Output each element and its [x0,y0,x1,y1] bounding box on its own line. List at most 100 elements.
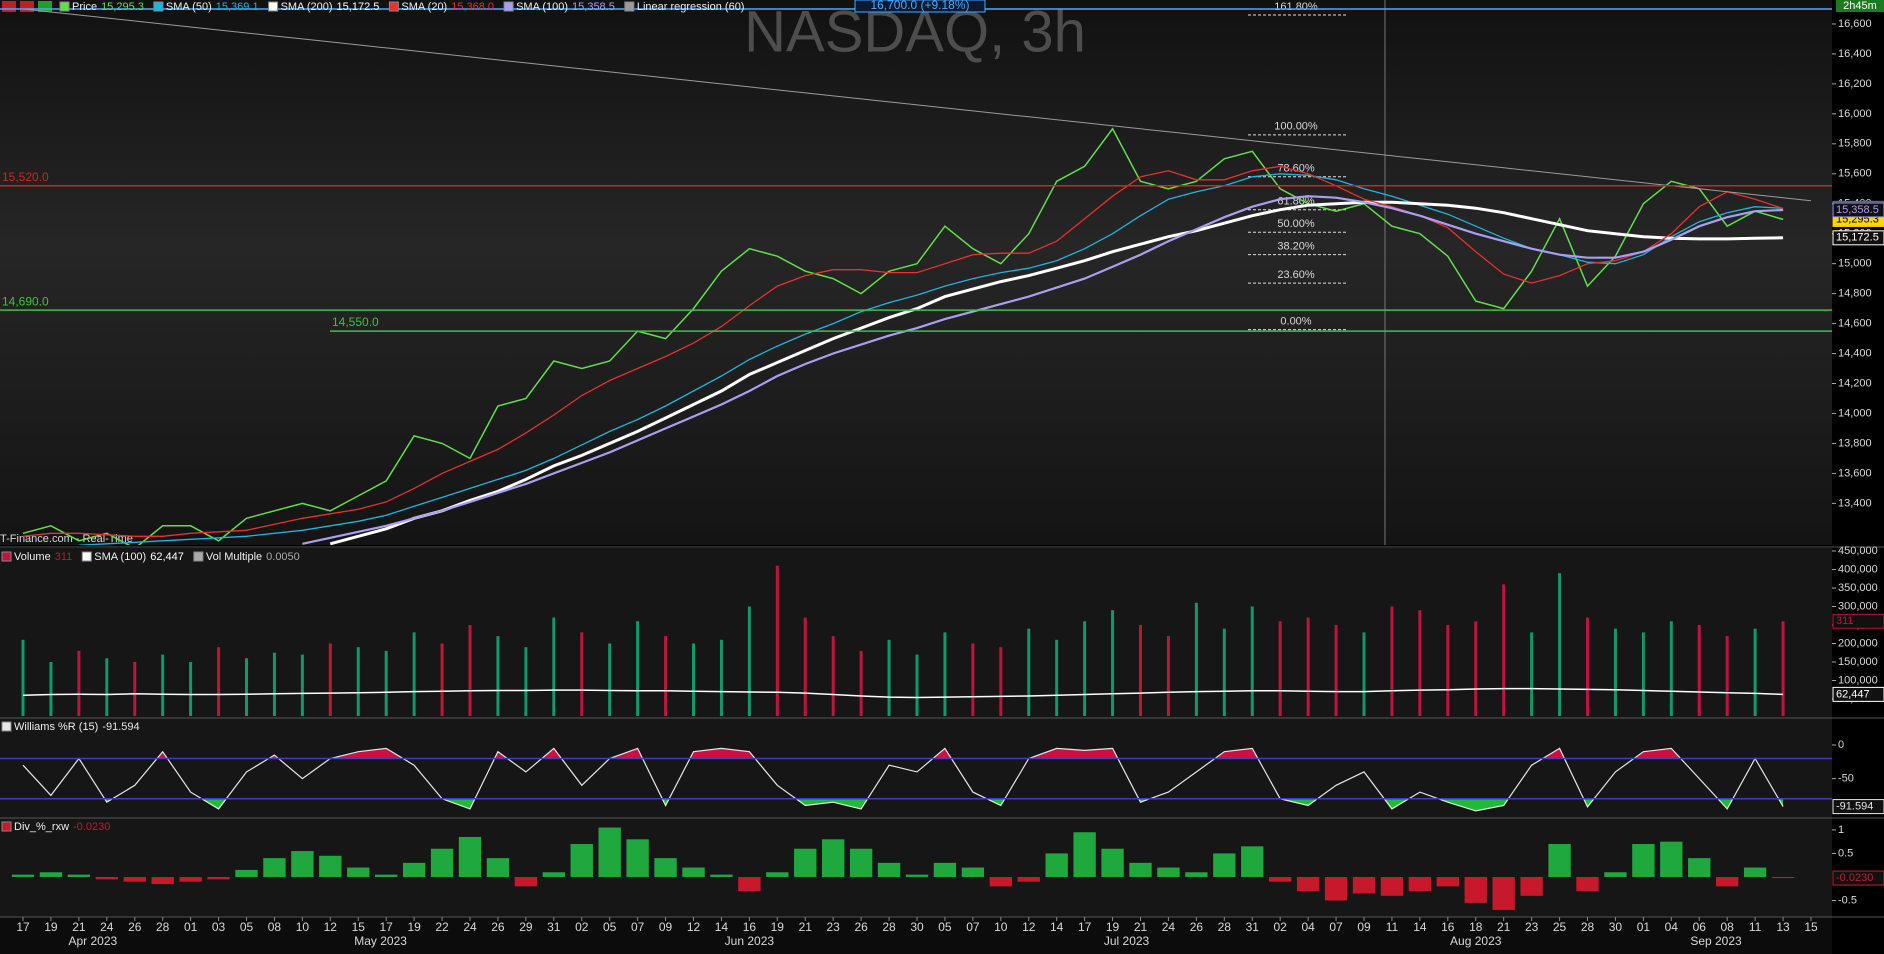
bar [1194,602,1198,716]
bar [831,636,835,716]
bar [67,874,91,877]
x-tick-label: 28 [1581,920,1595,934]
bar [1352,876,1376,894]
legend-value: 15,172.5 [337,1,380,13]
value-tag-label: 62,447 [1836,688,1870,700]
x-tick-label: 31 [547,920,561,934]
y-tick-label: 100,000 [1838,674,1878,686]
y-tick-label: 450,000 [1838,545,1878,557]
bar [1157,867,1180,877]
series-line [22,747,1784,812]
bar [710,874,733,877]
bar [1660,841,1683,877]
bar [1129,862,1152,877]
bar [1641,632,1645,716]
x-tick-label: 26 [1190,920,1204,934]
value-tag [1832,799,1884,815]
pane-3 [11,827,1795,910]
bar [933,862,957,877]
bar [1586,617,1589,716]
x-tick-label: 11 [1386,920,1399,934]
bar [542,872,565,877]
bar [1781,621,1785,716]
bar [1558,573,1562,716]
y-tick-label: 16,200 [1838,78,1872,90]
y-tick-label: 350,000 [1838,582,1878,594]
level-label: 14,550.0 [332,315,379,329]
bar [747,606,751,716]
bar [1669,621,1673,716]
bar [21,639,25,716]
x-tick-label: 24 [100,920,114,934]
x-tick-label: 04 [1301,920,1315,934]
timer: 2h45m [1843,0,1877,12]
bar [486,858,510,877]
x-tick-label: 12 [687,920,701,934]
y-tick-label: 300,000 [1838,600,1878,612]
legend-value: 15,358.5 [572,1,615,13]
bar [123,876,146,882]
bar [1613,628,1617,716]
bar [1464,876,1487,903]
legend-swatch [1,551,12,562]
x-tick-label: 06 [1693,920,1707,934]
x-tick-label: 19 [771,920,785,934]
bar [1083,621,1087,716]
bar [263,858,286,877]
bar [319,855,342,877]
bar [803,617,807,716]
button[interactable] [2,1,16,12]
x-tick-label: 31 [1246,920,1260,934]
bar [1418,610,1422,716]
bar [1576,876,1599,892]
bar [692,643,695,716]
bar [1027,628,1031,716]
x-tick-label: 21 [799,920,813,934]
bar [291,851,314,877]
bar [458,836,482,877]
bar [1408,876,1432,892]
level-label: 15,520.0 [2,170,49,184]
x-tick-label: 21 [1134,920,1148,934]
button[interactable] [38,1,52,12]
x-tick-label: 18 [1469,920,1483,934]
bar [1548,844,1571,877]
value-tag-label: 15,358.5 [1836,204,1879,216]
bar [77,650,81,716]
level-label: 14,690.0 [2,294,49,308]
bar [775,565,779,716]
x-tick-label: 24 [463,920,477,934]
y-tick-label: 1 [1838,824,1844,836]
fib-label: 23.60% [1277,269,1315,281]
x-tick-label: 12 [324,920,338,934]
bar [161,654,165,716]
series-line [22,8,1812,202]
x-tick-label: 26 [491,920,505,934]
button[interactable] [20,1,34,12]
bar [496,636,500,716]
legend-swatch [268,1,279,12]
x-tick-label: 29 [519,920,533,934]
value-tag [1832,613,1884,629]
bar [915,654,919,716]
y-tick-label: -50 [1838,773,1854,785]
y-tick-label: 14,400 [1838,347,1872,359]
x-tick-label: 01 [184,920,198,934]
bar [849,848,873,877]
bar [11,874,35,877]
x-tick-label: 07 [631,920,645,934]
x-tick-label: 16 [743,920,757,934]
bar [133,661,137,716]
x-tick-label: 23 [827,920,841,934]
series-line [22,127,1784,545]
y-tick-label: 14,600 [1838,317,1872,329]
x-tick-label: 03 [212,920,226,934]
x-tick-label: 23 [1525,920,1539,934]
x-tick-label: 19 [44,920,58,934]
bar [766,872,789,877]
month-label: May 2023 [354,934,407,948]
bar [245,658,248,716]
x-tick-label: 26 [128,920,142,934]
bar [608,643,612,716]
